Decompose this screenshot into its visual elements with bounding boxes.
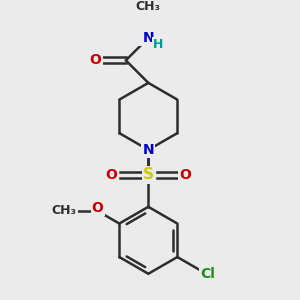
Text: H: H [153,38,164,51]
Text: O: O [106,168,117,182]
Text: CH₃: CH₃ [52,205,76,218]
Text: Cl: Cl [200,267,215,281]
Text: N: N [142,31,154,45]
Text: CH₃: CH₃ [136,0,161,13]
Text: N: N [142,143,154,157]
Text: O: O [90,53,102,68]
Text: O: O [179,168,191,182]
Text: O: O [92,201,104,214]
Text: S: S [143,167,154,182]
